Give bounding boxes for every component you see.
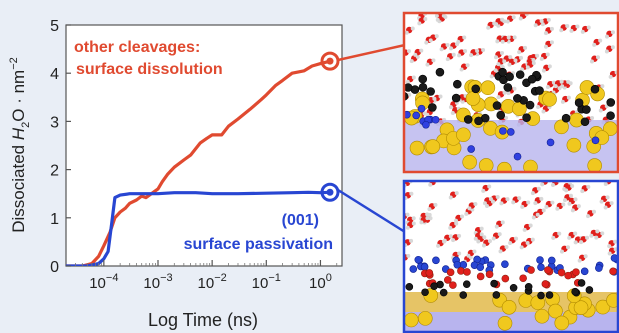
dissolution-snapshot [404, 13, 619, 172]
blue-annotation-line2: surface passivation [184, 236, 333, 253]
y-tick-label: 4 [50, 66, 59, 83]
top-water-layer [404, 13, 619, 127]
blue-connector [337, 188, 406, 234]
x-tick-label: 10−1 [252, 272, 281, 292]
passivation-end-dot [326, 188, 334, 196]
red-annotation-line1: other cleavages: [74, 39, 200, 56]
y-tick-label: 1 [50, 211, 59, 228]
dissolution-snapshot-frame [402, 11, 619, 174]
x-tick-label: 10−3 [143, 272, 172, 292]
red-connector [337, 43, 406, 62]
passivation-snapshot-frame [402, 179, 619, 333]
dissolution-series-line [66, 59, 331, 266]
tick-layer: 0 1 2 3 4 5 10−4 10−3 10−2 10−1 100 [50, 18, 338, 292]
y-axis-label: Dissociated H2O · nm−2 [8, 57, 32, 233]
dissolution-end-dot [326, 57, 334, 65]
y-tick-label: 3 [50, 114, 59, 131]
top-carbon-layer [404, 67, 616, 161]
x-axis-label: Log Time (ns) [148, 310, 258, 330]
red-annotation-line2: surface dissolution [76, 61, 223, 78]
passivation-end-marker [320, 182, 340, 202]
y-tick-label: 2 [50, 163, 59, 180]
series-layer [66, 59, 331, 266]
y-tick-label: 5 [50, 18, 59, 35]
x-tick-label: 100 [309, 272, 332, 292]
y-tick-label: 0 [50, 259, 59, 276]
passivation-snapshot [404, 181, 619, 333]
marker-layer [320, 51, 340, 202]
x-tick-label: 10−2 [198, 272, 227, 292]
x-tick-label: 10−4 [89, 272, 118, 292]
bottom-carbon-layer [405, 254, 619, 300]
blue-annotation-line1: (001) [282, 212, 319, 229]
bottom-water-layer [404, 181, 618, 264]
dissolution-end-marker [320, 51, 340, 71]
passivation-series-line [66, 190, 331, 266]
